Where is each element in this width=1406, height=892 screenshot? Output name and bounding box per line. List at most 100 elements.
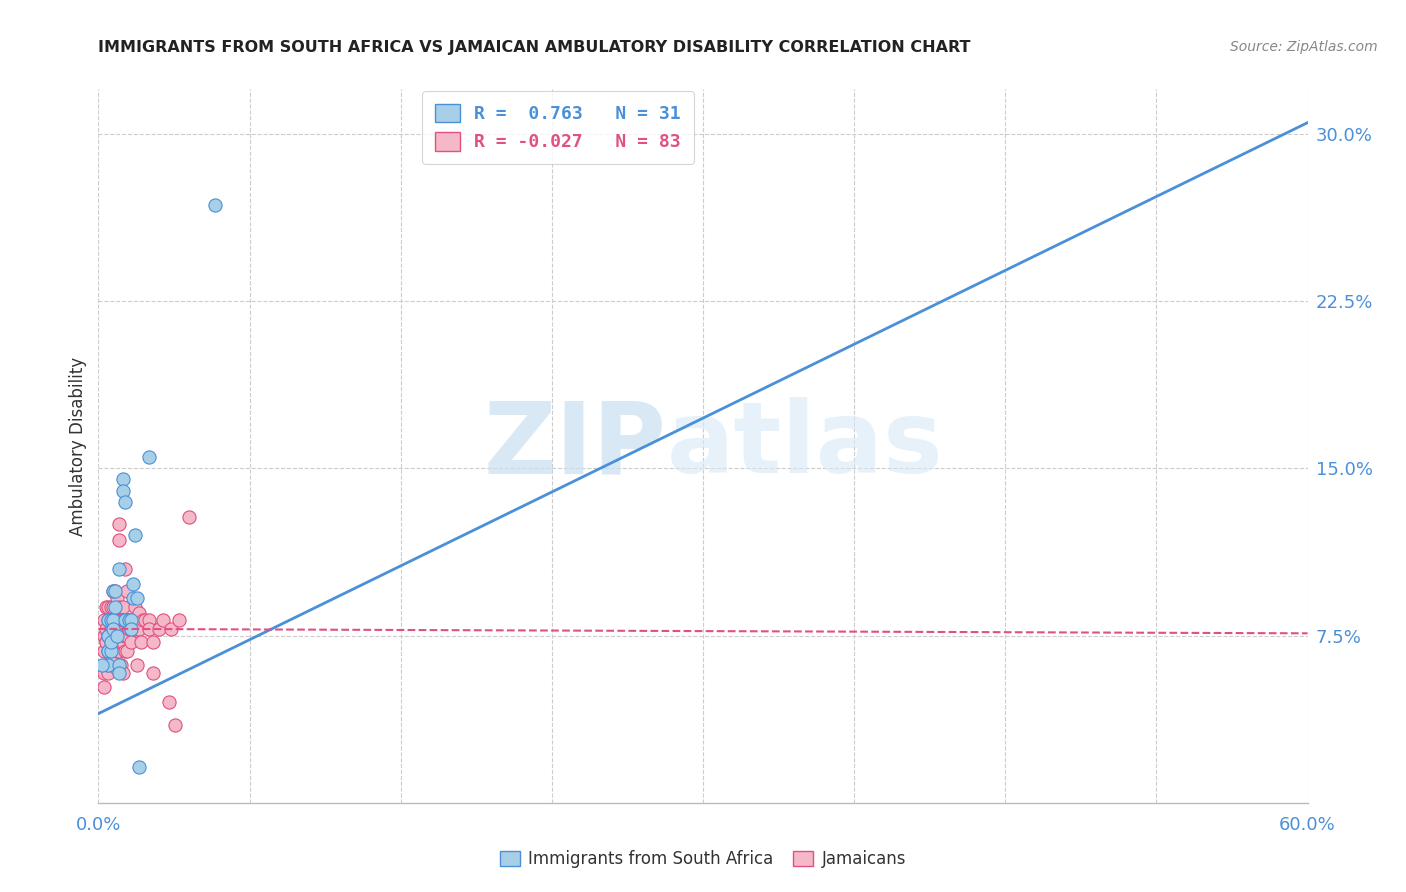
Text: IMMIGRANTS FROM SOUTH AFRICA VS JAMAICAN AMBULATORY DISABILITY CORRELATION CHART: IMMIGRANTS FROM SOUTH AFRICA VS JAMAICAN… [98, 40, 972, 55]
Point [101, 635, 124, 649]
Point [121, 613, 143, 627]
Point [97, 628, 120, 642]
Y-axis label: Ambulatory Disability: Ambulatory Disability [69, 357, 87, 535]
Point [100, 599, 122, 614]
Point [121, 577, 143, 591]
Point [114, 562, 136, 576]
Point [96, 635, 118, 649]
Point [100, 613, 122, 627]
Point [124, 622, 146, 636]
Point [111, 613, 134, 627]
Point [101, 613, 124, 627]
Point [111, 599, 134, 614]
Point [128, 607, 150, 621]
Point [118, 613, 141, 627]
Point [93, 644, 115, 658]
Point [124, 599, 146, 614]
Point [97, 644, 120, 658]
Point [114, 613, 136, 627]
Point [100, 635, 122, 649]
Point [101, 583, 124, 598]
Point [105, 613, 128, 627]
Text: 60.0%: 60.0% [1279, 815, 1336, 834]
Point [93, 628, 115, 642]
Point [103, 635, 125, 649]
Point [124, 528, 146, 542]
Point [100, 628, 122, 642]
Point [107, 644, 129, 658]
Point [120, 622, 142, 636]
Point [96, 657, 118, 672]
Point [105, 628, 128, 642]
Point [103, 599, 125, 614]
Point [110, 622, 132, 636]
Point [111, 635, 134, 649]
Legend: Immigrants from South Africa, Jamaicans: Immigrants from South Africa, Jamaicans [494, 844, 912, 875]
Point [101, 622, 124, 636]
Text: ZIP: ZIP [484, 398, 666, 494]
Point [107, 657, 129, 672]
Point [138, 450, 160, 465]
Text: Source: ZipAtlas.com: Source: ZipAtlas.com [1230, 40, 1378, 54]
Point [101, 613, 124, 627]
Point [142, 666, 165, 681]
Point [125, 657, 148, 672]
Point [103, 622, 125, 636]
Point [157, 696, 180, 710]
Point [97, 599, 120, 614]
Point [107, 635, 129, 649]
Point [100, 644, 122, 658]
Point [128, 760, 150, 774]
Point [111, 483, 134, 498]
Point [114, 494, 136, 508]
Point [163, 717, 186, 731]
Point [97, 666, 120, 681]
Point [107, 599, 129, 614]
Point [97, 613, 120, 627]
Point [138, 622, 160, 636]
Point [100, 613, 122, 627]
Point [142, 635, 165, 649]
Point [125, 591, 148, 605]
Point [93, 680, 115, 694]
Point [107, 533, 129, 547]
Point [100, 635, 122, 649]
Point [91, 657, 114, 672]
Point [105, 591, 128, 605]
Point [103, 583, 125, 598]
Point [96, 622, 118, 636]
Point [105, 662, 128, 676]
Point [125, 613, 148, 627]
Point [128, 622, 150, 636]
Point [93, 666, 115, 681]
Point [111, 473, 134, 487]
Point [120, 613, 142, 627]
Point [97, 657, 120, 672]
Point [103, 613, 125, 627]
Point [107, 666, 129, 681]
Legend: R =  0.763   N = 31, R = -0.027   N = 83: R = 0.763 N = 31, R = -0.027 N = 83 [422, 91, 693, 164]
Point [110, 613, 132, 627]
Point [96, 599, 118, 614]
Point [121, 591, 143, 605]
Point [167, 613, 190, 627]
Point [115, 628, 138, 642]
Point [118, 613, 141, 627]
Point [134, 613, 156, 627]
Point [101, 583, 124, 598]
Point [204, 198, 226, 212]
Point [100, 644, 122, 658]
Point [138, 613, 160, 627]
Text: atlas: atlas [666, 398, 943, 494]
Point [97, 628, 120, 642]
Point [148, 622, 170, 636]
Point [177, 510, 201, 524]
Point [96, 635, 118, 649]
Point [114, 628, 136, 642]
Text: 0.0%: 0.0% [76, 815, 121, 834]
Point [114, 613, 136, 627]
Point [93, 613, 115, 627]
Point [110, 635, 132, 649]
Point [101, 599, 124, 614]
Point [118, 622, 141, 636]
